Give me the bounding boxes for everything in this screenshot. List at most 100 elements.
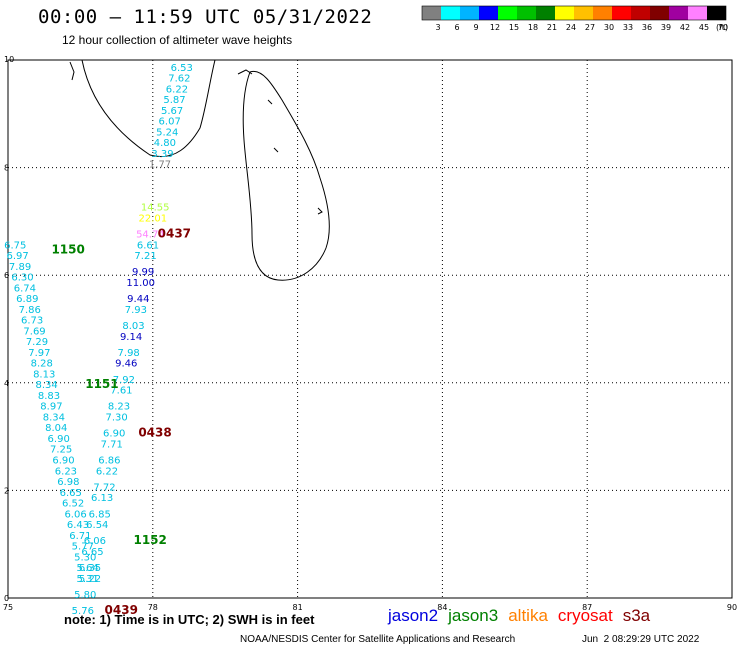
track-time-label: 0437: [158, 227, 191, 241]
swh-point: 6.30: [11, 273, 33, 284]
scale-swatch: [441, 6, 460, 20]
scale-label: 24: [566, 23, 576, 32]
swh-point: 6.98: [57, 477, 79, 488]
swh-point: 6.35: [79, 563, 101, 574]
island-north-1: [267, 99, 273, 105]
swh-point: 5.30: [74, 552, 96, 563]
swh-point: 6.52: [62, 499, 84, 510]
india-coastline: [81, 59, 216, 157]
swh-point: 7.93: [125, 305, 147, 316]
swh-point: 8.97: [40, 402, 62, 413]
swh-point: 5.24: [156, 127, 178, 138]
footer-note: note: 1) Time is in UTC; 2) SWH is in fe…: [64, 612, 315, 627]
swh-point: 6.43: [67, 520, 89, 531]
swh-point: 1.77: [149, 160, 171, 171]
swh-point: 7.29: [26, 337, 48, 348]
plot-border: [7, 59, 733, 599]
time-labels: 0437 0438 0439 1150 1151 1152: [51, 227, 191, 618]
swh-point: 7.71: [101, 439, 123, 450]
scale-label: 18: [528, 23, 538, 32]
swh-point: 7.21: [134, 251, 156, 262]
swh-point: 6.73: [21, 316, 43, 327]
swh-point: 7.61: [110, 386, 132, 397]
swh-point: 5.87: [163, 95, 185, 106]
swh-point: 6.85: [89, 509, 111, 520]
track-time-label: 1152: [133, 533, 166, 547]
scale-swatch: [460, 6, 479, 20]
swh-point: 8.03: [122, 321, 144, 332]
color-scale-bar: 3 6 9 12 15 18 21 24 27 30 33 36 39 42 45 70(ft): [421, 5, 728, 32]
swh-point: 5.31: [77, 574, 99, 585]
swh-point: 6.90: [48, 434, 70, 445]
scale-border: [421, 5, 727, 21]
scale-label: 39: [661, 23, 671, 32]
swh-point: 9.44: [127, 294, 149, 305]
swh-point: 6.97: [7, 251, 29, 262]
swh-point: 22.01: [138, 213, 167, 224]
scale-swatch: [593, 6, 612, 20]
satellite-jason3: jason3: [448, 606, 499, 625]
scale-swatch: [517, 6, 536, 20]
x-tick-label: 75: [3, 603, 13, 612]
swh-point: 9.99: [132, 267, 154, 278]
swh-point: 7.89: [9, 262, 31, 273]
swh-point: 6.13: [91, 493, 113, 504]
swh-point: 3.39: [151, 149, 173, 160]
swh-point: 6.65: [81, 547, 103, 558]
swh-point: 6.65: [60, 488, 82, 499]
y-tick-label: 6: [4, 271, 9, 280]
swh-point: 5.22: [79, 574, 101, 585]
sri-lanka-coastline: [242, 70, 330, 281]
swh-point: 7.86: [19, 305, 41, 316]
y-tick-label: 10: [4, 55, 14, 64]
swh-point: 9.14: [120, 332, 142, 343]
swh-point: 6.06: [64, 509, 86, 520]
scale-swatch: [555, 6, 574, 20]
footer-timestamp: Jun 2 08:29:29 UTC 2022: [582, 634, 700, 645]
scale-swatch: [479, 6, 498, 20]
track-time-label: 1151: [85, 377, 118, 391]
coastline-map: [69, 59, 330, 281]
swh-point: 6.07: [159, 117, 181, 128]
satellite-legend: jason2 jason3 altika cryosat s3a: [388, 606, 660, 626]
swh-point: 7.62: [168, 74, 190, 85]
scale-swatch: [498, 6, 517, 20]
scale-swatch: [612, 6, 631, 20]
plot-frame: 75 78 81 84 87 90 0 2 4 6 8 10: [3, 55, 737, 612]
scale-swatch: [631, 6, 650, 20]
swh-point: 11.00: [126, 278, 155, 289]
swh-point: 6.53: [171, 63, 193, 74]
swh-point: 8.83: [38, 391, 60, 402]
satellite-s3a: s3a: [622, 606, 651, 625]
swh-point: 6.86: [98, 456, 120, 467]
swh-point: 5.80: [74, 590, 96, 601]
scale-swatch: [650, 6, 669, 20]
swh-point: 7.69: [23, 326, 45, 337]
swh-point: 7.72: [93, 482, 115, 493]
satellite-cryosat: cryosat: [557, 606, 613, 625]
swh-point: 54.74: [136, 230, 165, 241]
swh-point: 6.06: [84, 536, 106, 547]
island-laccadive: [69, 61, 75, 81]
scale-label: 15: [509, 23, 519, 32]
swh-point: 5.76: [72, 606, 94, 617]
x-tick-label: 81: [293, 603, 303, 612]
x-tick-label: 84: [437, 603, 447, 612]
satellite-jason2: jason2: [388, 606, 439, 625]
island-west: [317, 207, 323, 215]
y-tick-label: 4: [4, 379, 9, 388]
scale-swatch: [536, 6, 555, 20]
swh-point: 6.61: [137, 240, 159, 251]
swh-point: 8.04: [45, 423, 67, 434]
swh-point: 6.54: [86, 520, 108, 531]
swh-point: 8.23: [108, 402, 130, 413]
swh-point: 14.55: [141, 203, 170, 214]
track-time-label: 1150: [51, 243, 84, 257]
scale-label: 9: [473, 23, 478, 32]
swh-point: 6.90: [52, 456, 74, 467]
scale-swatch: [669, 6, 688, 20]
swh-point: 8.13: [33, 369, 55, 380]
scale-label: 6: [454, 23, 459, 32]
swh-point: 6.71: [69, 531, 91, 542]
